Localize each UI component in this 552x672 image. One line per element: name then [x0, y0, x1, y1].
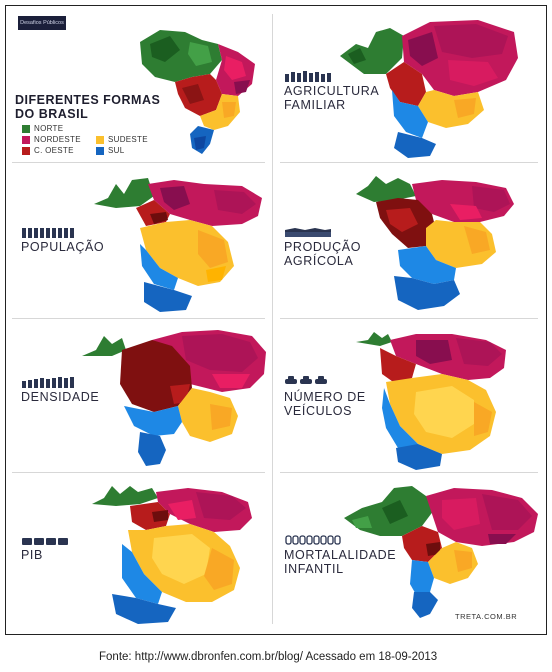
map-title: DIFERENTES FORMAS DO BRASIL	[15, 93, 161, 121]
people-icon	[22, 228, 74, 238]
separator	[280, 472, 538, 473]
panel-densidade	[82, 326, 267, 471]
swatch-sudeste	[96, 136, 104, 144]
label-numero-de-veiculos: NÚMERO DE VEÍCULOS	[284, 390, 366, 418]
panel-mortalidade-infantil	[342, 480, 540, 620]
separator	[280, 318, 538, 319]
panel-numero-de-veiculos	[356, 328, 536, 470]
label-agricultura-familiar: AGRICULTURA FAMILIAR	[284, 84, 380, 112]
region-sul	[122, 544, 162, 604]
people-icon	[22, 377, 74, 388]
credit-text: TRETA.COM.BR	[455, 612, 518, 621]
region-sul	[124, 406, 182, 436]
panel-agricultura-familiar	[338, 18, 538, 158]
region-sul	[382, 388, 418, 454]
region-sudeste	[178, 388, 238, 442]
publisher-logo: Desafios Públicos	[18, 16, 66, 30]
swatch-centro-oeste	[22, 147, 30, 155]
field-icon	[285, 228, 331, 237]
region-centro-oeste	[386, 62, 426, 106]
babies-icon	[285, 535, 341, 545]
region-sul	[398, 246, 456, 284]
label-pib: PIB	[21, 548, 43, 562]
region-centro-oeste	[380, 348, 416, 384]
separator	[272, 14, 273, 624]
swatch-norte	[22, 125, 30, 133]
region-sul	[140, 244, 178, 290]
label-populacao: POPULAÇÃO	[21, 240, 105, 254]
panel-producao-agricola	[356, 170, 536, 315]
label-densidade: DENSIDADE	[21, 390, 100, 404]
money-icon	[22, 538, 68, 545]
map-base	[140, 30, 255, 154]
region-sul	[392, 90, 428, 138]
region-centro-oeste	[130, 502, 170, 530]
source-caption: Fonte: http://www.dbronfen.com.br/blog/ …	[99, 651, 438, 663]
label-producao-agricola: PRODUÇÃO AGRÍCOLA	[284, 240, 362, 268]
separator	[280, 162, 538, 163]
panel-pib	[92, 478, 267, 626]
region-sul	[410, 560, 434, 598]
panel-base-map	[130, 22, 265, 157]
separator	[12, 318, 265, 319]
swatch-sul	[96, 147, 104, 155]
panel-populacao	[94, 170, 266, 315]
cars-icon	[285, 376, 327, 384]
swatch-nordeste	[22, 136, 30, 144]
separator	[12, 472, 265, 473]
separator	[12, 162, 265, 163]
label-mortalidade-infantil: MORTALALIDADE INFANTIL	[284, 548, 397, 576]
people-icon	[285, 71, 331, 82]
